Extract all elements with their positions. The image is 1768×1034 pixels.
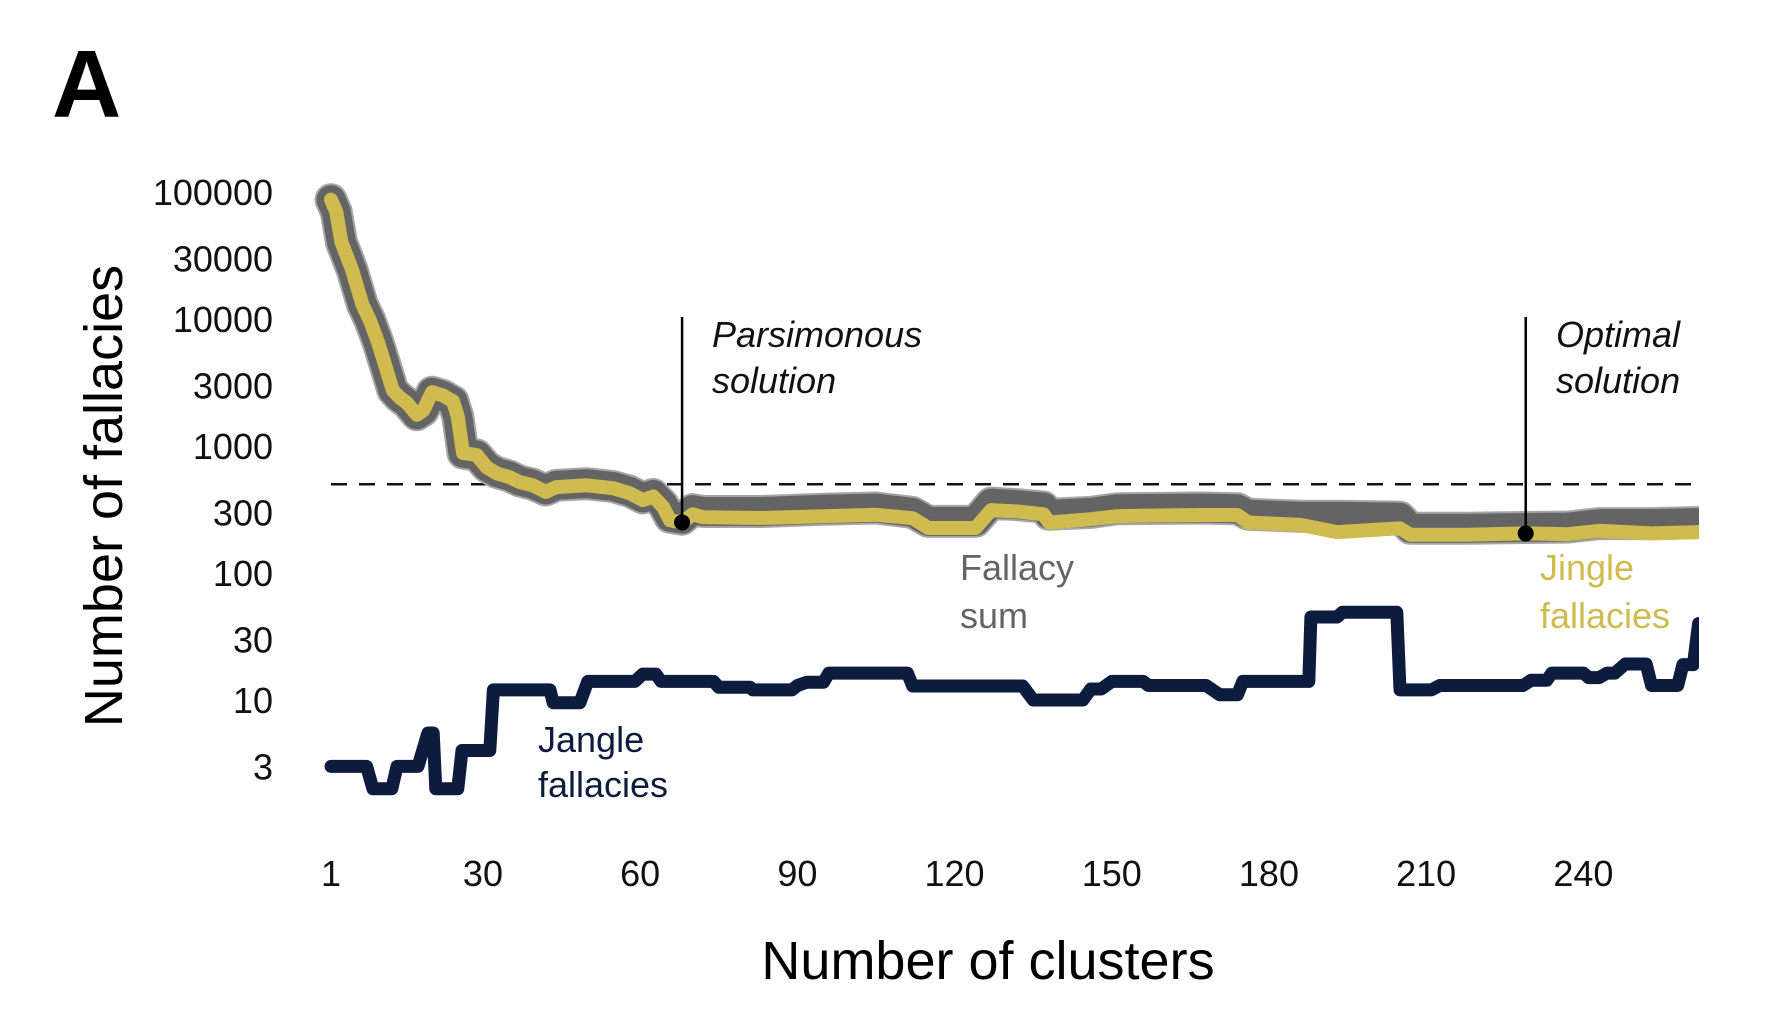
y-tick-labels: 100000 30000 10000 3000 1000 300 100 30 10 3 <box>153 172 273 787</box>
optimal-label-line1: Optimal <box>1556 314 1681 355</box>
x-tick-label: 150 <box>1082 853 1142 894</box>
x-tick-label: 90 <box>777 853 817 894</box>
jingle-label-line1: Jingle <box>1540 547 1634 588</box>
y-tick-label: 100 <box>213 553 273 594</box>
x-axis-title: Number of clusters <box>761 931 1214 991</box>
y-tick-label: 10000 <box>173 299 273 340</box>
optimal-label-line2: solution <box>1556 360 1680 401</box>
parsimonious-label-line1: Parsimonous <box>712 314 922 355</box>
panel-label: A <box>52 31 121 138</box>
x-tick-label: 240 <box>1553 853 1613 894</box>
y-tick-label: 300 <box>213 492 273 533</box>
parsimonious-annotation: Parsimonous solution <box>674 314 922 531</box>
jangle-label-line2: fallacies <box>538 764 668 805</box>
optimal-annotation: Optimal solution <box>1517 314 1681 542</box>
x-tick-label: 30 <box>463 853 503 894</box>
y-axis-title: Number of fallacies <box>74 265 134 727</box>
jangle-fallacies-line <box>324 605 1699 796</box>
optimal-marker-dot <box>1517 525 1534 542</box>
x-tick-label: 210 <box>1396 853 1456 894</box>
fallacy-sum-label-line2: sum <box>960 595 1028 636</box>
y-tick-label: 30 <box>233 619 273 660</box>
x-tick-label: 1 <box>321 853 341 894</box>
x-tick-labels: 1 30 60 90 120 150 180 210 240 <box>321 853 1613 894</box>
parsimonious-marker-dot <box>674 514 691 531</box>
y-tick-label: 30000 <box>173 238 273 279</box>
jangle-label-line1: Jangle <box>538 719 644 760</box>
parsimonious-label-line2: solution <box>712 360 836 401</box>
y-tick-label: 3000 <box>193 365 273 406</box>
y-tick-label: 1000 <box>193 426 273 467</box>
y-tick-label: 10 <box>233 680 273 721</box>
y-tick-label: 3 <box>253 746 273 787</box>
fallacy-sum-label-line1: Fallacy <box>960 547 1074 588</box>
x-tick-label: 60 <box>620 853 660 894</box>
x-tick-label: 120 <box>925 853 985 894</box>
y-tick-label: 100000 <box>153 172 273 213</box>
jingle-fallacies-line <box>324 192 1699 542</box>
fallacy-sum-line <box>316 185 1699 543</box>
jingle-label-line2: fallacies <box>1540 595 1670 636</box>
x-tick-label: 180 <box>1239 853 1299 894</box>
